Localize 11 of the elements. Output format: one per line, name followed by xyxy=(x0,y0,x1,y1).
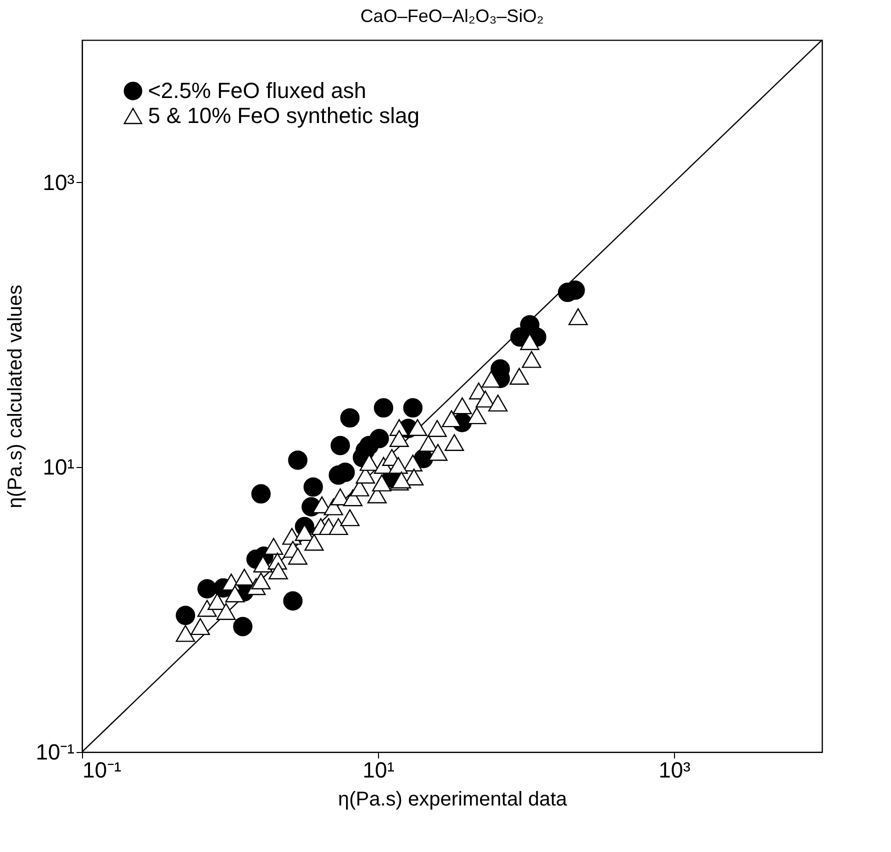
legend-label: <2.5% FeO fluxed ash xyxy=(148,78,366,103)
x-tick-label: 10⁻¹ xyxy=(82,758,122,782)
y-tick-label: 10¹ xyxy=(42,454,74,480)
legend-label: 5 & 10% FeO synthetic slag xyxy=(148,103,420,128)
x-tick-label: 10¹ xyxy=(362,758,394,782)
y-tick-label: 10⁻¹ xyxy=(36,740,74,764)
x-tick-label: 10³ xyxy=(658,758,690,782)
y-tick-label: 10³ xyxy=(42,170,74,195)
chart-title: CaO–FeO–Al₂O₃–SiO₂ xyxy=(360,6,544,26)
y-axis-title: η(Pa.s) calculated values xyxy=(4,284,27,508)
x-axis-title: η(Pa.s) experimental data xyxy=(338,788,568,810)
